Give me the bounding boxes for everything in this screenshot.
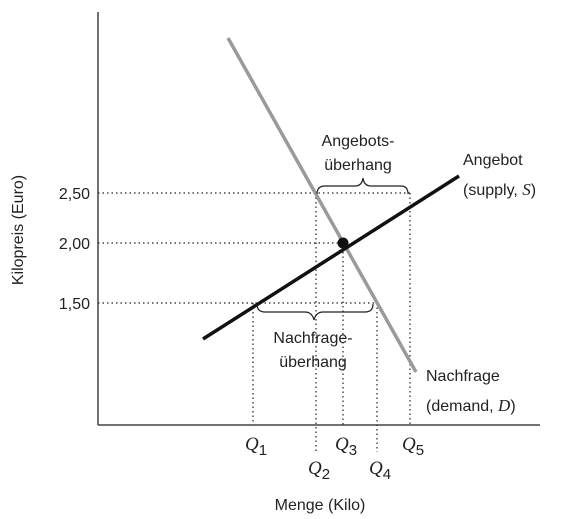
price-label: 1,50 (59, 296, 90, 313)
quantity-index: 2 (322, 466, 330, 483)
x-axis-label: Menge (Kilo) (275, 497, 366, 514)
guide-lines (98, 192, 411, 452)
supply-curve (202, 174, 460, 341)
price-label: 2,00 (59, 236, 90, 253)
shortage-label: überhang (279, 354, 347, 371)
quantity-label: Q3 (335, 434, 357, 459)
demand-label: (demand, D) (426, 396, 516, 415)
supply-label: (supply, (463, 182, 522, 199)
quantity-symbol: Q (402, 434, 416, 455)
quantity-index: 4 (383, 466, 391, 483)
price-label: 2,50 (59, 186, 90, 203)
quantity-index: 1 (259, 442, 267, 459)
surplus-label: überhang (324, 157, 392, 174)
demand-symbol: D (497, 396, 511, 415)
shortage-brace (256, 303, 374, 321)
demand-label: Nachfrage (426, 368, 500, 385)
quantity-symbol: Q (369, 458, 383, 479)
quantity-symbol: Q (245, 434, 259, 455)
equilibrium-point (337, 237, 349, 249)
surplus-label: Angebots- (322, 133, 395, 150)
supply-symbol: S (522, 180, 531, 199)
quantity-label: Q2 (308, 458, 330, 483)
supply-label: (supply, S) (463, 180, 536, 199)
y-axis-label: Kilopreis (Euro) (10, 175, 27, 285)
demand-label: (demand, (426, 398, 498, 415)
demand-curve (226, 37, 418, 373)
quantity-label: Q4 (369, 458, 391, 483)
quantity-label: Q1 (245, 434, 267, 459)
quantity-index: 3 (349, 442, 357, 459)
supply-label: ) (531, 182, 536, 199)
demand-label: ) (510, 398, 515, 415)
supply-label: Angebot (463, 152, 523, 169)
quantity-symbol: Q (335, 434, 349, 455)
shortage-label: Nachfrage- (273, 330, 352, 347)
surplus-brace (316, 177, 409, 195)
quantity-index: 5 (416, 442, 424, 459)
quantity-label: Q5 (402, 434, 424, 459)
quantity-symbol: Q (308, 458, 322, 479)
